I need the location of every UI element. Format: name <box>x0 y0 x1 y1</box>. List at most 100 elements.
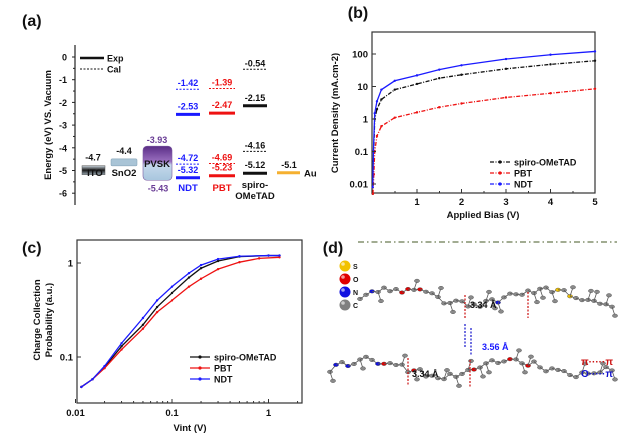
data-point-NDT <box>187 271 191 275</box>
data-point-PBT <box>415 111 419 114</box>
x-tick-label: 5 <box>592 197 598 208</box>
y-tick-label: -3 <box>59 121 67 131</box>
y-tick-label: -6 <box>59 189 67 199</box>
series-line-spiro-OMeTAD <box>80 254 280 388</box>
atom <box>612 313 618 318</box>
pbt-label: PBT <box>213 183 232 194</box>
spiro-label: spiro-OMeTAD <box>235 180 275 202</box>
atom <box>516 348 522 353</box>
series-line-PBT <box>80 256 280 388</box>
interaction-legend-label: π·····π <box>581 357 613 368</box>
data-point-PBT <box>257 257 261 260</box>
data-point-PBT <box>371 192 375 195</box>
data-point-PBT <box>375 134 379 138</box>
ndt-label: NDT <box>178 183 198 194</box>
data-point-PBT <box>393 116 396 119</box>
spiro-level-label: -2.15 <box>245 93 266 103</box>
data-point-NDT <box>393 79 396 82</box>
atom-highlight <box>341 288 345 292</box>
spiro-label-part: spiro- <box>242 180 268 191</box>
legend-label: NDT <box>214 375 233 385</box>
data-point-NDT <box>199 263 203 267</box>
data-point-PBT <box>187 285 191 288</box>
legend-label: NDT <box>514 180 533 190</box>
data-point-PBT <box>170 299 174 302</box>
ndt-level-label: -2.53 <box>178 101 199 111</box>
interaction-legend-label: O·····π <box>581 369 613 380</box>
atom <box>486 289 492 294</box>
data-point-NDT <box>120 342 123 345</box>
atom <box>414 278 420 283</box>
legend-marker <box>198 366 202 370</box>
data-point-spiro-OMeTAD <box>120 345 123 348</box>
pvsk-box <box>142 145 173 181</box>
y-axis-title: Charge CollectionProbability (a.u.) <box>32 279 55 360</box>
data-point-NDT <box>103 364 106 368</box>
x-axis-title: Vint (V) <box>173 423 206 434</box>
data-point-NDT <box>141 316 145 320</box>
pbt-level-label: -5.23 <box>212 163 233 173</box>
atom-label: S <box>353 264 358 271</box>
data-point-NDT <box>371 185 374 189</box>
atom <box>486 370 492 375</box>
atom <box>540 295 546 300</box>
legend-label: spiro-OMeTAD <box>214 353 277 363</box>
au-level-label: -5.1 <box>281 160 297 170</box>
atom <box>606 293 612 298</box>
au-label: Au <box>304 168 317 179</box>
ndt-level-label: -1.42 <box>178 78 199 88</box>
data-point-spiro-OMeTAD <box>460 73 463 76</box>
data-point-NDT <box>549 53 552 56</box>
y-tick-label: 1 <box>68 259 74 270</box>
data-point-PBT <box>460 102 463 105</box>
distance-label: 3.56 Å <box>482 342 509 352</box>
panel-d-label: (d) <box>323 240 343 257</box>
y-tick-label: -1 <box>59 75 67 85</box>
data-point-spiro-OMeTAD <box>170 291 174 295</box>
x-axis-title: Applied Bias (V) <box>447 210 520 221</box>
atom <box>528 354 534 359</box>
spiro-level-label: -4.16 <box>245 140 266 150</box>
y-tick-label: 0 <box>62 53 67 63</box>
atom <box>471 367 477 372</box>
series-line-spiro-OMeTAD <box>372 60 596 194</box>
series-line-PBT <box>372 88 596 194</box>
series-line-NDT <box>80 254 280 388</box>
data-point-NDT <box>267 254 270 257</box>
ito-label: ITO <box>87 168 103 179</box>
ito-level-label: -4.7 <box>85 153 101 163</box>
x-tick-label: 0.01 <box>66 408 85 419</box>
ndt-level-label: -5.32 <box>178 165 199 175</box>
data-point-PBT <box>238 260 241 264</box>
sno2-level-label: -4.4 <box>116 146 132 156</box>
data-point-PBT <box>549 92 552 95</box>
data-point-spiro-OMeTAD <box>141 323 145 327</box>
atom <box>522 370 528 375</box>
atom <box>378 299 384 304</box>
data-point-spiro-OMeTAD <box>375 108 379 111</box>
atom <box>600 361 606 366</box>
spiro-level-label: -5.12 <box>245 160 266 170</box>
x-tick-label: 3 <box>503 197 508 208</box>
atom <box>498 309 504 314</box>
x-tick-label: 2 <box>459 197 464 208</box>
y-tick-label: -5 <box>59 166 67 176</box>
pbt-level-label: -1.39 <box>212 78 233 88</box>
data-point-PBT <box>593 87 597 90</box>
data-point-spiro-OMeTAD <box>187 276 191 279</box>
atom <box>450 309 456 314</box>
data-point-NDT <box>438 68 441 71</box>
data-point-NDT <box>415 74 419 77</box>
legend-label: PBT <box>514 169 533 179</box>
atom <box>588 288 594 293</box>
atom <box>552 299 558 304</box>
pbt-level-label: -2.47 <box>212 100 233 110</box>
atom-S-icon <box>339 260 351 272</box>
data-point-spiro-OMeTAD <box>393 88 396 91</box>
atom-C-icon <box>339 299 351 311</box>
data-point-spiro-OMeTAD <box>593 59 597 62</box>
x-tick-label: 1 <box>266 408 272 419</box>
y-tick-label: 1 <box>363 115 369 126</box>
